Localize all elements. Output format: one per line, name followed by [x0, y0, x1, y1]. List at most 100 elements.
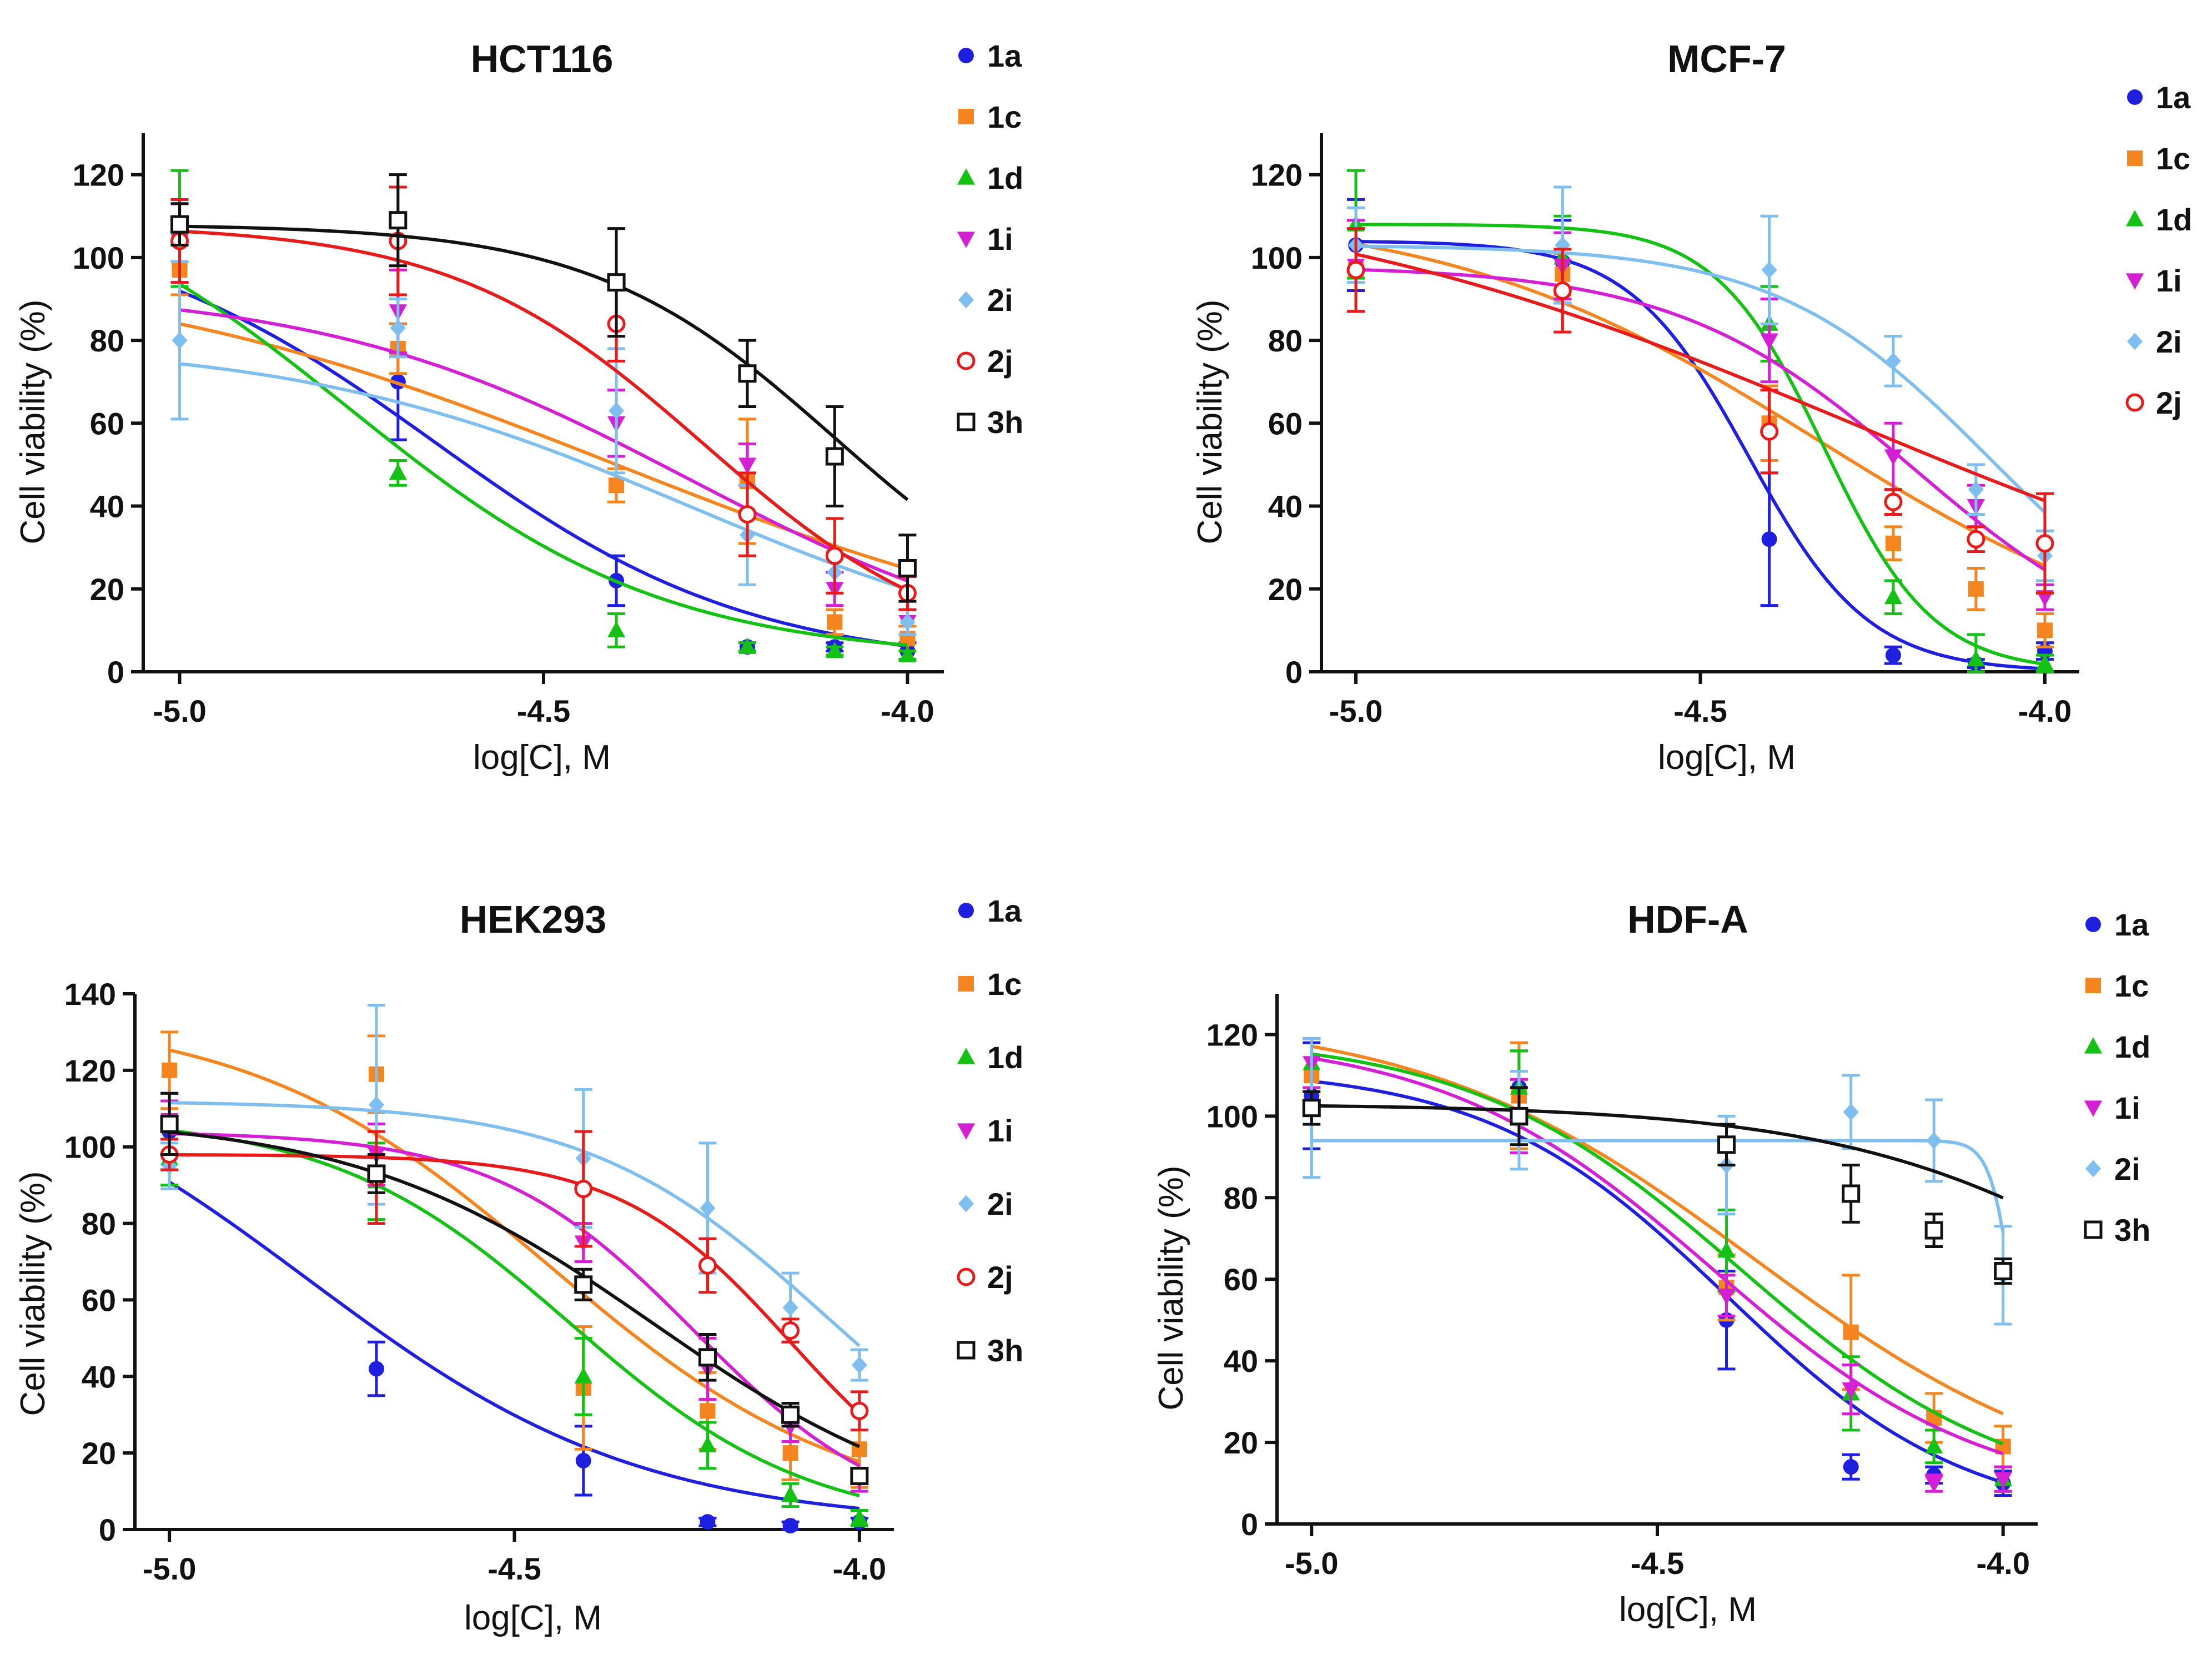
data-point	[1843, 1324, 1859, 1340]
legend-label: 1i	[987, 222, 1013, 256]
legend-marker	[957, 1123, 976, 1140]
fit-curve-1a	[179, 289, 908, 648]
chart-title: HCT116	[471, 37, 614, 81]
legend-marker	[2085, 917, 2101, 932]
data-point	[1967, 530, 1985, 549]
panel-hct116: HCT116 log[C], M Cell viability (%) 0 20 4…	[14, 37, 1023, 777]
y-tick-label: 120	[73, 158, 124, 193]
fit-curve-2j	[179, 229, 908, 592]
data-point	[172, 331, 188, 349]
legend-marker	[957, 413, 976, 431]
data-point	[1843, 1459, 1859, 1475]
legend-label: 1i	[987, 1113, 1013, 1148]
legend-item: 3h	[2084, 1213, 2150, 1247]
series-1d	[160, 1129, 868, 1527]
data-point	[826, 641, 844, 658]
x-tick-label: -4.0	[2018, 693, 2072, 728]
data-point	[698, 1256, 717, 1275]
data-point	[607, 273, 626, 292]
legend-item: 1a	[2085, 907, 2149, 942]
x-tick-label: -4.0	[1976, 1546, 2030, 1581]
fit-curve-1d	[1311, 1052, 2004, 1446]
data-point	[1967, 650, 1985, 667]
legend-item: 2i	[2127, 324, 2182, 359]
legend-label: 2j	[987, 344, 1013, 379]
data-point	[782, 1518, 798, 1534]
legend: 1a 1c 1d 1i 2i 2j 3h	[957, 893, 1023, 1368]
data-point	[700, 1199, 716, 1217]
x-tick-label: -5.0	[143, 1551, 197, 1586]
fit-curve-1a	[168, 1180, 860, 1510]
data-point	[1843, 1103, 1859, 1121]
y-tick-label: 120	[1251, 158, 1303, 193]
data-point	[609, 477, 625, 494]
legend-item: 1i	[957, 222, 1013, 256]
data-point	[1925, 1476, 1943, 1493]
legend-marker	[958, 109, 974, 124]
legend-item: 1a	[2127, 80, 2191, 115]
data-point	[1994, 1262, 2013, 1281]
series-1a	[170, 202, 917, 661]
legend-label: 1d	[987, 1040, 1023, 1075]
legend-label: 1a	[2114, 907, 2149, 942]
legend-marker	[2084, 1220, 2103, 1239]
y-tick-label: 20	[1224, 1425, 1258, 1460]
y-tick-label: 140	[64, 977, 116, 1012]
x-tick-label: -5.0	[1285, 1546, 1339, 1581]
y-tick-label: 80	[1224, 1180, 1258, 1215]
y-tick-label: 0	[107, 655, 124, 690]
fit-curve-3h	[1311, 1104, 2004, 1200]
data-point	[1924, 1221, 1943, 1240]
series-1i	[160, 1099, 868, 1493]
fit-curve-1c	[1355, 242, 2046, 567]
legend-item: 1a	[958, 893, 1022, 928]
legend-label: 1c	[987, 967, 1022, 1002]
legend-marker	[2084, 1037, 2103, 1054]
legend-marker	[957, 1341, 976, 1360]
legend-label: 1d	[2156, 202, 2192, 237]
series-2i	[1347, 185, 2054, 582]
legend-marker	[957, 232, 976, 248]
legend-label: 1i	[2156, 263, 2182, 298]
x-tick-label: -4.5	[1673, 693, 1727, 728]
y-tick-label: 100	[1206, 1099, 1258, 1134]
legend-label: 1d	[987, 160, 1023, 195]
data-point	[1842, 1184, 1861, 1203]
legend-label: 2j	[2156, 385, 2182, 420]
y-tick-label: 120	[64, 1053, 116, 1088]
y-tick-label: 40	[1224, 1344, 1258, 1379]
data-point	[1968, 481, 1984, 499]
data-point	[1885, 647, 1901, 663]
y-axis-label: Cell viability (%)	[14, 1171, 52, 1416]
legend-marker	[2085, 978, 2101, 993]
legend-marker	[2125, 273, 2144, 290]
data-point	[825, 546, 844, 565]
legend-item: 1c	[958, 967, 1022, 1002]
legend-item: 2i	[958, 283, 1013, 318]
legend-item: 1c	[958, 99, 1022, 134]
legend-label: 1d	[2114, 1029, 2150, 1064]
data-point	[782, 1299, 798, 1316]
data-point	[1760, 333, 1778, 350]
y-tick-label: 0	[99, 1512, 116, 1547]
legend-label: 3h	[987, 405, 1023, 440]
data-point	[1717, 1241, 1736, 1258]
data-point	[574, 1367, 592, 1384]
data-point	[389, 211, 408, 230]
data-point	[1994, 1472, 2012, 1488]
legend-item: 1d	[2084, 1029, 2150, 1064]
panel-hek293: HEK293 log[C], M Cell viability (%) 0 20 4…	[14, 893, 1023, 1637]
chart-title: HDF-A	[1627, 898, 1748, 941]
legend-label: 3h	[987, 1333, 1023, 1368]
y-tick-label: 120	[1206, 1017, 1258, 1052]
legend-label: 1c	[987, 99, 1022, 134]
series-2i	[160, 1004, 868, 1382]
legend-item: 3h	[957, 405, 1023, 440]
legend-marker	[2127, 333, 2143, 350]
legend-item: 1d	[2125, 202, 2192, 237]
y-tick-label: 60	[90, 406, 124, 441]
data-point	[827, 614, 843, 630]
fit-curve-2i	[179, 362, 908, 591]
y-tick-label: 40	[90, 489, 124, 524]
data-point	[1884, 492, 1903, 511]
